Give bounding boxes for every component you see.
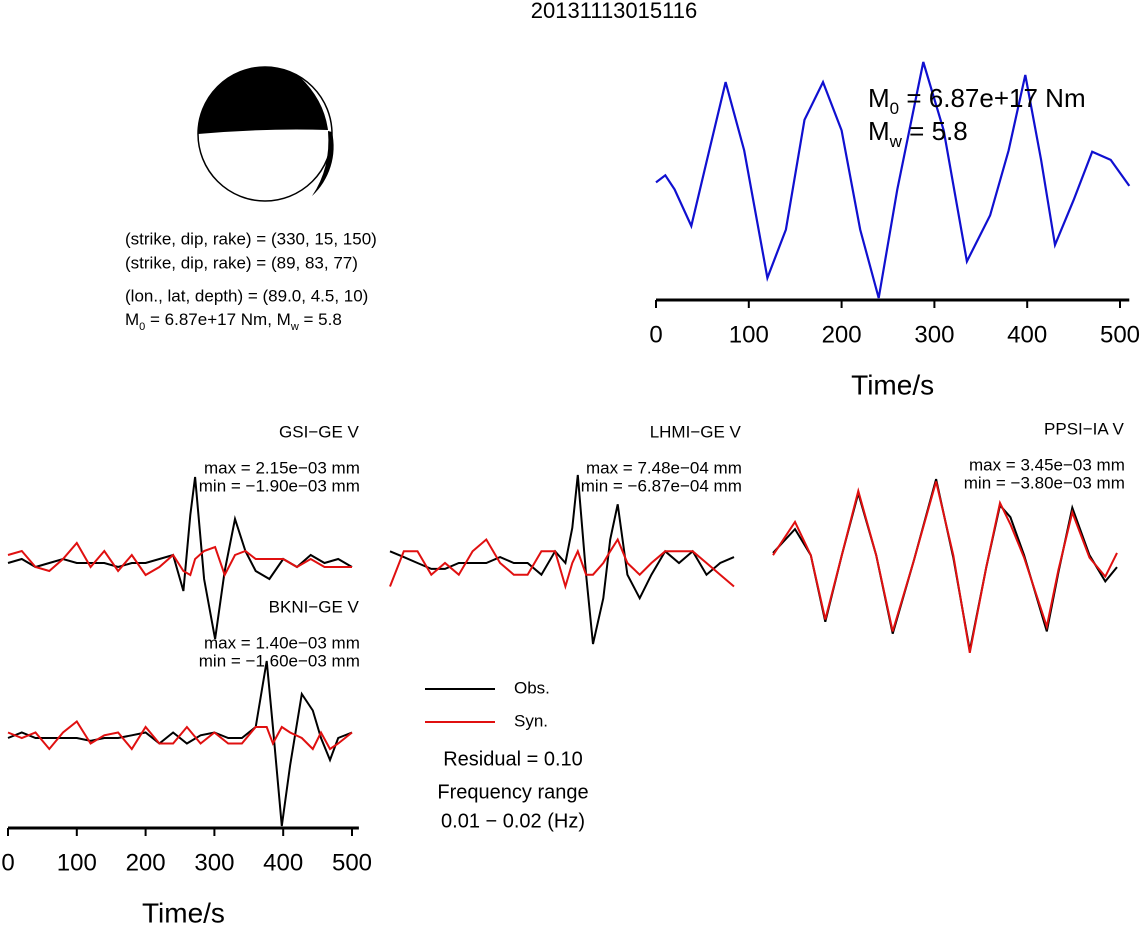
waveform	[772, 481, 1118, 653]
text-part: = 6.87e+17 Nm	[899, 83, 1085, 113]
mechanism-line: (lon., lat, depth) = (89.0, 4.5, 10)	[125, 286, 368, 305]
title: 20131113015116	[531, 0, 697, 23]
legend-label: Obs.	[514, 678, 550, 697]
x-axis-label: Time/s	[142, 897, 225, 928]
x-tick-label: 0	[649, 321, 662, 348]
max-label: max = 3.45e−03 mm	[969, 455, 1125, 474]
min-label: min = −1.60e−03 mm	[199, 651, 360, 670]
min-label: min = −1.90e−03 mm	[199, 476, 360, 495]
beachball	[197, 66, 334, 202]
frequency-title: Frequency range	[437, 781, 588, 803]
subscript: 0	[890, 99, 899, 118]
x-tick-label: 200	[822, 321, 862, 348]
text-part: = 5.8	[299, 310, 342, 329]
subscript: 0	[139, 321, 145, 333]
x-axis-label: Time/s	[851, 369, 934, 400]
text-part: M	[125, 310, 139, 329]
max-label: max = 2.15e−03 mm	[204, 458, 360, 477]
text-part: = 6.87e+17 Nm, M	[145, 310, 291, 329]
text-part: M	[868, 116, 890, 146]
x-tick-label: 400	[1007, 321, 1047, 348]
waveform	[7, 720, 353, 751]
station-label: GSI−GE V	[279, 422, 359, 441]
waveform	[772, 478, 1118, 651]
min-label: min = −6.87e−04 mm	[581, 476, 742, 495]
legend-label: Syn.	[514, 711, 548, 730]
waveform	[7, 541, 352, 578]
waveform	[655, 61, 1131, 299]
moment-line: M0 = 6.87e+17 Nm, Mw = 5.8	[125, 310, 342, 332]
text-part: M	[868, 83, 890, 113]
waveform	[7, 660, 353, 827]
mechanism-line: (strike, dip, rake) = (330, 15, 150)	[125, 229, 377, 248]
beachball-compression	[312, 131, 334, 196]
station-label: PPSI−IA V	[1044, 419, 1125, 438]
x-tick-label: 500	[1100, 321, 1140, 348]
min-label: min = −3.80e−03 mm	[964, 473, 1125, 492]
station-label: LHMI−GE V	[650, 422, 742, 441]
waveform	[389, 474, 735, 645]
residual: Residual = 0.10	[443, 748, 583, 770]
waveform	[389, 537, 735, 591]
x-tick-label: 200	[126, 849, 166, 876]
x-tick-label: 500	[332, 849, 372, 876]
moment-annotation: Mw = 5.8	[868, 116, 968, 151]
mechanism-line: (strike, dip, rake) = (89, 83, 77)	[125, 253, 358, 272]
text-part: = 5.8	[902, 116, 968, 146]
beachball-compression	[198, 67, 328, 134]
moment-annotation: M0 = 6.87e+17 Nm	[868, 83, 1086, 118]
x-tick-label: 0	[1, 849, 14, 876]
subscript: w	[290, 321, 299, 333]
x-tick-label: 300	[194, 849, 234, 876]
station-label: BKNI−GE V	[269, 597, 360, 616]
x-tick-label: 300	[914, 321, 954, 348]
max-label: max = 1.40e−03 mm	[204, 633, 360, 652]
subscript: w	[889, 132, 903, 151]
x-tick-label: 100	[57, 849, 97, 876]
x-tick-label: 400	[263, 849, 303, 876]
x-tick-label: 100	[729, 321, 769, 348]
max-label: max = 7.48e−04 mm	[586, 458, 742, 477]
frequency-range: 0.01 − 0.02 (Hz)	[441, 810, 585, 832]
